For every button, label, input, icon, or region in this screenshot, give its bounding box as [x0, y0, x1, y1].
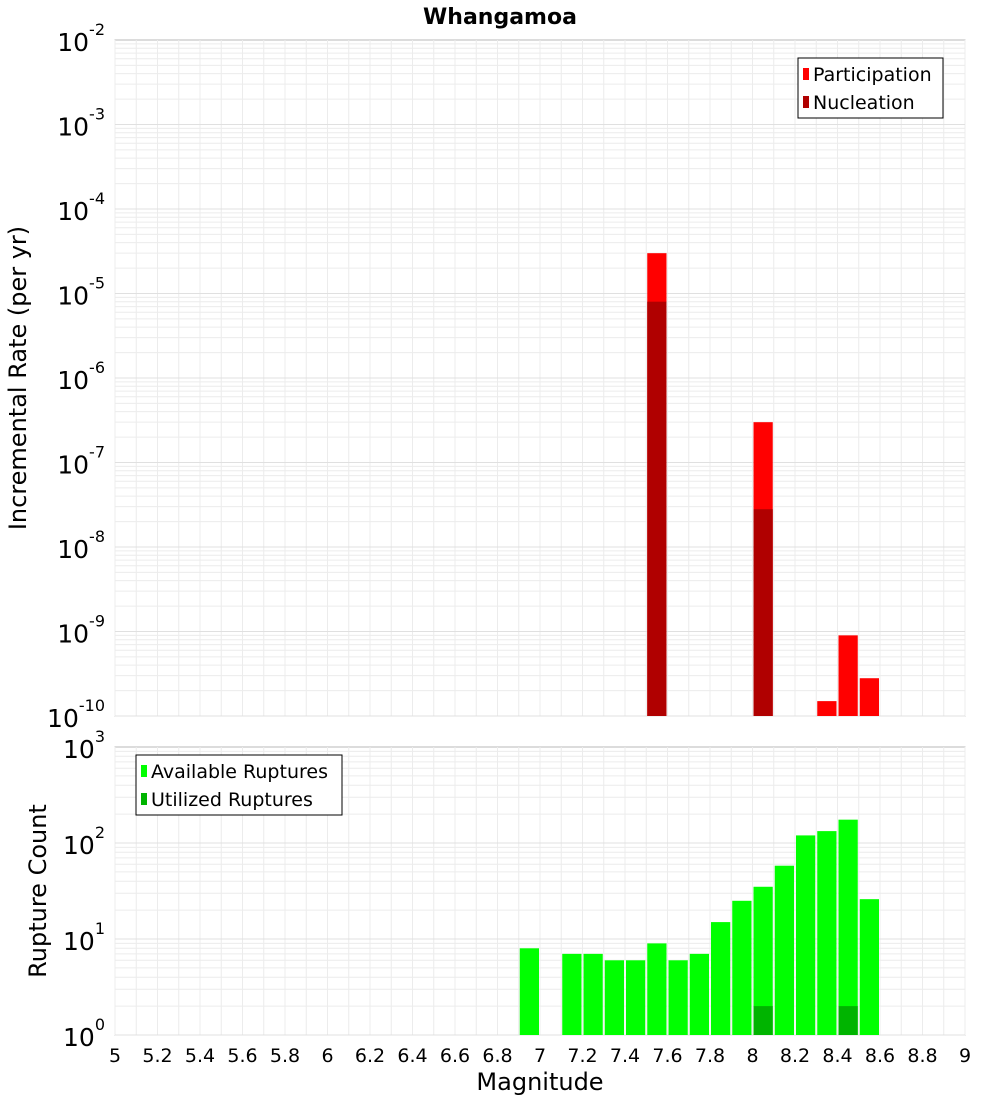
y-tick-label: 101: [63, 919, 105, 956]
legend-swatch: [141, 765, 147, 777]
bar-available-ruptures: [647, 943, 667, 1035]
x-axis-label: Magnitude: [476, 1068, 603, 1096]
x-tick-label: 8.2: [780, 1045, 810, 1067]
y-tick-label: 10-3: [57, 105, 105, 142]
bottom-y-axis-label: Rupture Count: [24, 804, 52, 978]
y-tick-label: 10-8: [57, 527, 105, 564]
x-tick-label: 8.6: [865, 1045, 895, 1067]
legend-box: [797, 57, 944, 119]
y-tick-label: 10-5: [57, 274, 105, 311]
x-tick-label: 5: [109, 1045, 121, 1067]
bar-available-ruptures: [562, 953, 582, 1035]
y-tick-label: 102: [63, 823, 105, 860]
legend-swatch: [803, 68, 809, 80]
x-tick-label: 6.8: [482, 1045, 512, 1067]
x-tick-label: 7.4: [610, 1045, 640, 1067]
x-tick-label: 8.8: [907, 1045, 937, 1067]
bar-participation: [838, 635, 858, 716]
legend-box: [135, 754, 343, 816]
top-y-axis-label: Incremental Rate (per yr): [4, 226, 32, 530]
top-legend: Participation Nucleation: [797, 57, 944, 119]
x-tick-label: 5.4: [185, 1045, 215, 1067]
bar-available-ruptures: [689, 953, 709, 1035]
bar-available-ruptures: [796, 835, 816, 1035]
bar-available-ruptures: [604, 960, 624, 1035]
bottom-legend: Available Ruptures Utilized Ruptures: [135, 754, 343, 816]
y-tick-label: 10-7: [57, 443, 105, 480]
bar-utilized-ruptures: [753, 1006, 773, 1035]
x-tick-label: 8: [746, 1045, 758, 1067]
y-tick-label: 10-2: [57, 20, 105, 57]
y-tick-label: 10-6: [57, 358, 105, 395]
legend-label: Available Ruptures: [151, 761, 328, 783]
x-tick-label: 5.2: [142, 1045, 172, 1067]
bar-available-ruptures: [583, 953, 603, 1035]
legend-label: Participation: [813, 64, 932, 86]
y-tick-label: 10-4: [57, 189, 105, 226]
bar-available-ruptures: [838, 819, 858, 1035]
x-tick-label: 7.8: [695, 1045, 725, 1067]
bar-available-ruptures: [519, 948, 539, 1035]
x-tick-label: 7.6: [652, 1045, 682, 1067]
x-tick-label: 8.4: [822, 1045, 852, 1067]
x-tick-label: 6.2: [355, 1045, 385, 1067]
bar-available-ruptures: [668, 960, 688, 1035]
legend-label: Nucleation: [813, 92, 915, 114]
x-tick-label: 5.6: [227, 1045, 257, 1067]
bar-available-ruptures: [753, 886, 773, 1035]
bar-available-ruptures: [732, 900, 752, 1035]
x-tick-label: 7: [534, 1045, 546, 1067]
legend-swatch: [803, 96, 809, 108]
bar-available-ruptures: [774, 865, 794, 1035]
bar-available-ruptures: [859, 899, 879, 1035]
x-tick-label: 5.8: [270, 1045, 300, 1067]
bottom-bars: [519, 819, 879, 1035]
bar-nucleation: [753, 509, 773, 716]
top-grid: [114, 40, 966, 717]
legend-label: Utilized Ruptures: [151, 789, 313, 811]
x-tick-label: 6: [321, 1045, 333, 1067]
chart-title: Whangamoa: [423, 5, 577, 30]
bar-participation: [817, 701, 837, 716]
x-tick-label: 6.6: [440, 1045, 470, 1067]
bar-nucleation: [647, 301, 667, 716]
x-ticks: 5 5.2 5.4 5.6 5.8 6 6.2 6.4 6.6 6.8 7 7.2 7.4 7.6 7.8 8…: [109, 1045, 971, 1067]
bar-utilized-ruptures: [838, 1006, 858, 1035]
x-tick-label: 6.4: [397, 1045, 427, 1067]
y-tick-label: 10-9: [57, 612, 105, 649]
y-tick-label: 100: [63, 1015, 105, 1052]
bar-participation: [859, 678, 879, 716]
x-tick-label: 7.2: [567, 1045, 597, 1067]
x-tick-label: 9: [959, 1045, 971, 1067]
top-bars: [647, 253, 879, 716]
legend-swatch: [141, 793, 147, 805]
bar-available-ruptures: [817, 831, 837, 1035]
bar-available-ruptures: [711, 922, 731, 1035]
bar-available-ruptures: [626, 960, 646, 1035]
